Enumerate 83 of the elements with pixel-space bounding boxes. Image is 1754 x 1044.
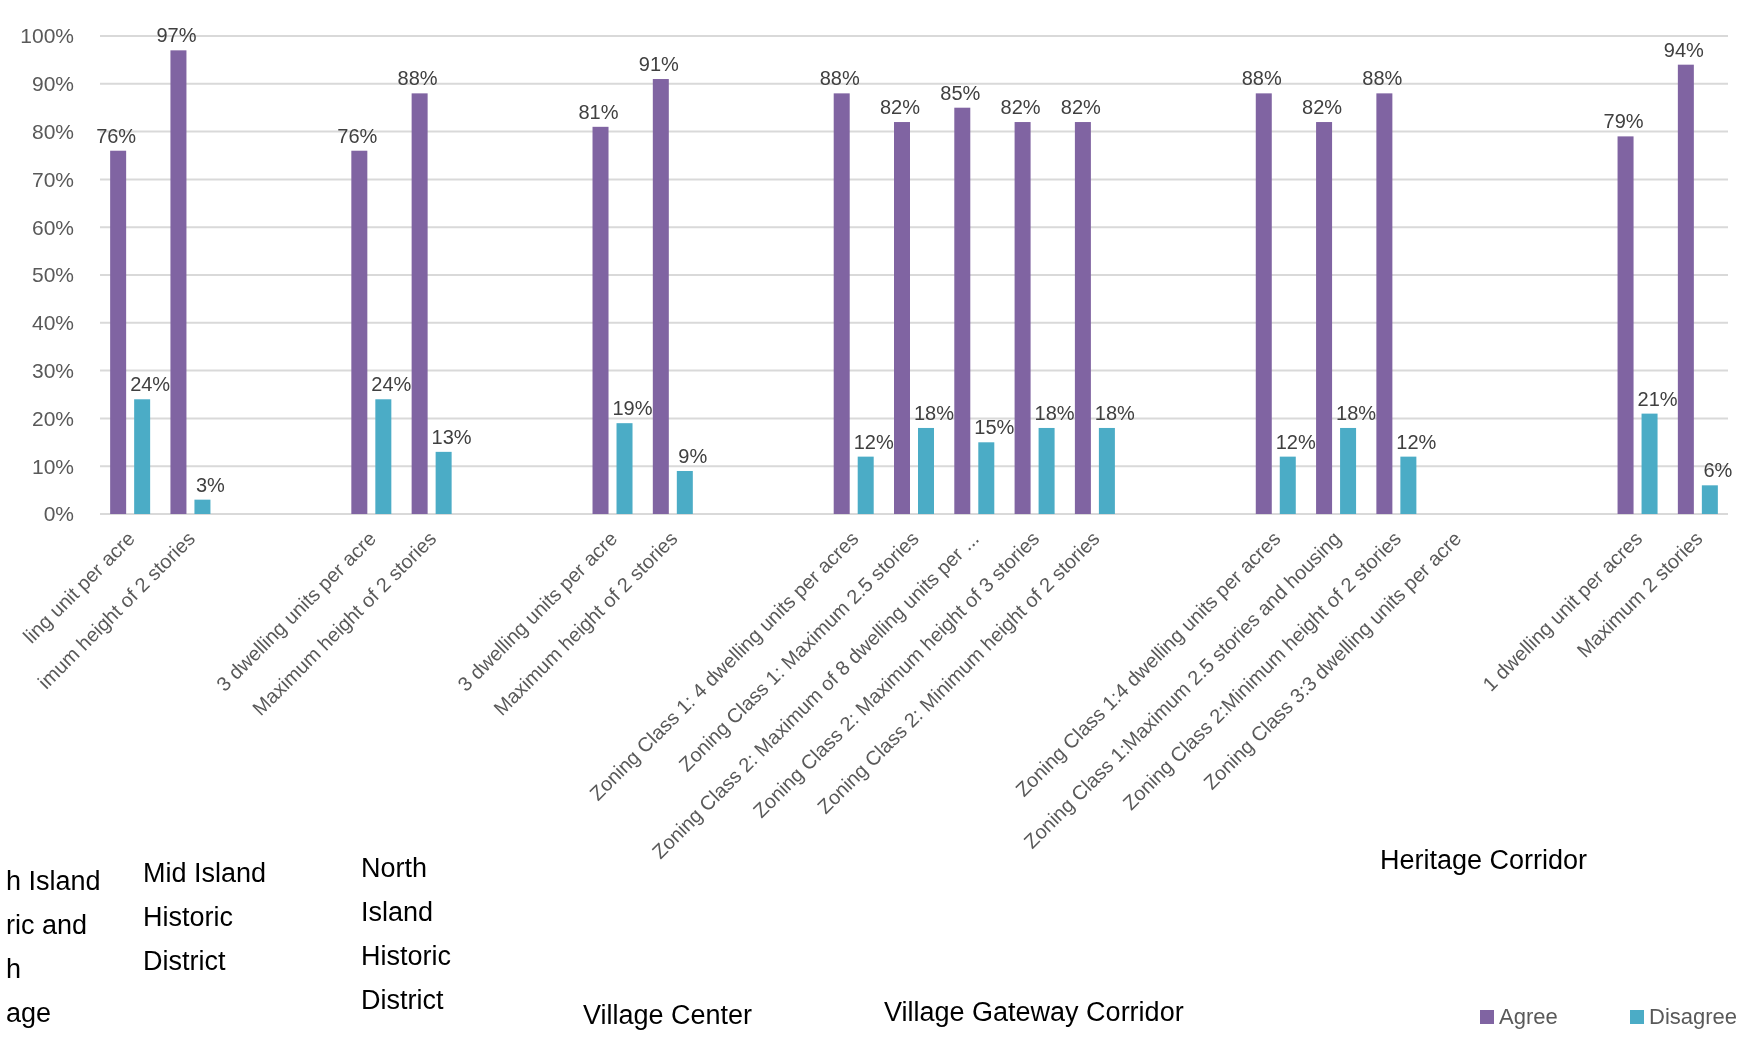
text: 85% bbox=[940, 81, 981, 104]
text: 88% bbox=[1362, 67, 1403, 90]
text: 88% bbox=[819, 67, 860, 90]
text: 82% bbox=[1060, 96, 1101, 119]
bar bbox=[134, 399, 151, 514]
text: 76% bbox=[96, 124, 137, 147]
bar bbox=[833, 93, 850, 514]
text: 6% bbox=[1703, 459, 1733, 482]
bar bbox=[1255, 93, 1272, 514]
bar bbox=[351, 150, 368, 514]
text: 13% bbox=[431, 425, 472, 448]
bar bbox=[1617, 136, 1634, 514]
text: 18% bbox=[1034, 401, 1075, 424]
text: 9% bbox=[678, 444, 708, 467]
y-tick-label: 100% bbox=[20, 24, 74, 48]
text: 3% bbox=[195, 473, 225, 496]
y-tick-label: 40% bbox=[31, 311, 74, 335]
legend-label: Agree bbox=[1499, 1004, 1558, 1029]
text: 18% bbox=[1336, 401, 1377, 424]
text: Village Center bbox=[583, 1000, 753, 1030]
text: Village Gateway Corridor bbox=[884, 997, 1184, 1027]
legend-label: Disagree bbox=[1649, 1004, 1738, 1029]
text: 81% bbox=[578, 100, 619, 123]
text: 97% bbox=[156, 24, 197, 47]
bar bbox=[978, 442, 995, 514]
bar bbox=[1701, 485, 1718, 514]
text: 18% bbox=[1094, 401, 1135, 424]
text: 18% bbox=[913, 401, 955, 424]
bar bbox=[857, 456, 874, 514]
bar bbox=[954, 107, 971, 514]
y-tick-label: 10% bbox=[31, 454, 74, 478]
text: Heritage Corridor bbox=[1380, 845, 1588, 875]
text: 82% bbox=[879, 96, 921, 119]
text: 12% bbox=[1275, 430, 1316, 453]
bar bbox=[676, 470, 693, 514]
bar bbox=[1279, 456, 1296, 514]
bar bbox=[435, 451, 452, 514]
bar bbox=[1340, 427, 1357, 514]
bar bbox=[1316, 122, 1333, 514]
text: 24% bbox=[371, 373, 412, 396]
y-tick-label: 80% bbox=[31, 119, 74, 143]
text: 21% bbox=[1637, 387, 1678, 410]
text: North Island Historic District bbox=[361, 853, 452, 1015]
bar bbox=[411, 93, 428, 514]
y-tick-label: 90% bbox=[31, 72, 74, 96]
bar bbox=[110, 150, 127, 514]
bar bbox=[1677, 64, 1694, 514]
bar bbox=[592, 126, 609, 514]
text: 19% bbox=[612, 397, 653, 420]
text: 76% bbox=[337, 124, 378, 147]
bar bbox=[1014, 122, 1031, 514]
bar bbox=[1400, 456, 1417, 514]
text: 82% bbox=[1000, 96, 1041, 119]
bar bbox=[194, 499, 211, 514]
text: 12% bbox=[853, 430, 894, 453]
text: 82% bbox=[1302, 96, 1343, 119]
y-tick-label: 0% bbox=[43, 502, 74, 526]
bar bbox=[616, 423, 633, 514]
text: 79% bbox=[1603, 110, 1644, 133]
text: Mid Island Historic District bbox=[143, 858, 267, 976]
text: 91% bbox=[638, 53, 679, 76]
bar bbox=[1376, 93, 1393, 514]
text: h Island ric and h age bbox=[6, 866, 101, 1028]
text: 24% bbox=[130, 373, 171, 396]
bar bbox=[1098, 427, 1115, 514]
y-tick-label: 30% bbox=[31, 358, 74, 382]
bar bbox=[894, 122, 910, 514]
bar bbox=[375, 399, 392, 514]
bar bbox=[1074, 122, 1091, 514]
text: 88% bbox=[397, 67, 438, 90]
text: 12% bbox=[1396, 430, 1437, 453]
bar bbox=[918, 427, 934, 514]
y-tick-label: 20% bbox=[31, 406, 74, 430]
bar bbox=[170, 50, 187, 514]
bar bbox=[652, 79, 669, 514]
text: 94% bbox=[1663, 38, 1704, 61]
bar bbox=[1641, 413, 1658, 514]
y-tick-label: 70% bbox=[31, 167, 74, 191]
y-tick-label: 60% bbox=[31, 215, 74, 239]
y-tick-label: 50% bbox=[31, 263, 74, 287]
bar bbox=[1038, 427, 1055, 514]
text: 88% bbox=[1241, 67, 1282, 90]
text: 15% bbox=[974, 416, 1015, 439]
